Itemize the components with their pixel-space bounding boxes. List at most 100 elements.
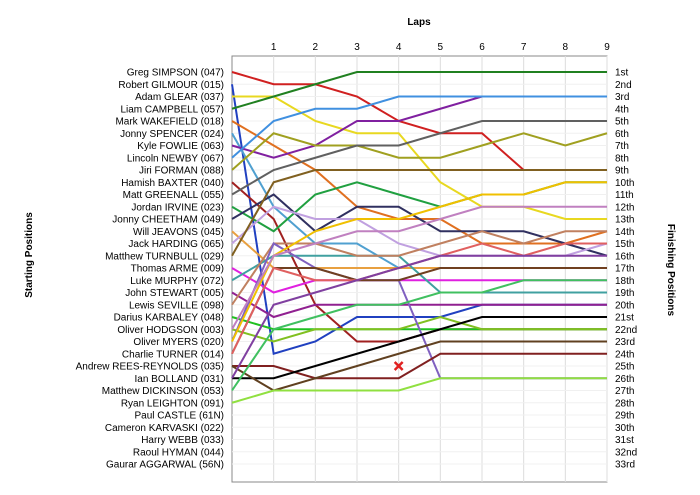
crash-marker-stroke [393, 361, 404, 371]
series-line-19 [231, 291, 607, 319]
starting-position-label: Oliver MYERS (020) [133, 337, 224, 348]
starting-position-label: Charlie TURNER (014) [122, 349, 224, 360]
finishing-position-label: 26th [615, 374, 634, 385]
starting-position-label: John STEWART (005) [125, 288, 224, 299]
starting-position-label: Will JEAVONS (045) [133, 227, 224, 238]
markers [393, 361, 404, 371]
finishing-position-label: 11th [615, 190, 634, 201]
series-line-4 [231, 71, 607, 110]
x-tick-label: 6 [479, 42, 485, 53]
finishing-position-label: 15th [615, 239, 634, 250]
finishing-position-label: 17th [615, 264, 634, 275]
finishing-position-label: 20th [615, 300, 634, 311]
starting-position-label: Luke MURPHY (072) [130, 276, 224, 287]
series-line-29 [231, 181, 607, 342]
finishing-position-label: 30th [615, 423, 634, 434]
x-axis-title: Laps [407, 17, 431, 28]
finishing-position-label: 19th [615, 288, 634, 299]
finishing-position-label: 28th [615, 398, 634, 409]
starting-position-label: Jordan IRVINE (023) [131, 202, 224, 213]
finishing-position-label: 7th [615, 141, 629, 152]
starting-position-label: Jonny CHEETHAM (049) [112, 215, 224, 226]
left-axis-title: Starting Positions [24, 212, 35, 298]
finishing-position-label: 27th [615, 386, 634, 397]
series-lines [231, 71, 608, 404]
starting-position-label: Oliver HODGSON (003) [117, 325, 224, 336]
starting-position-label: Mark WAKEFIELD (018) [115, 117, 224, 128]
starting-position-label: Cameron KARVASKI (022) [105, 423, 224, 434]
x-tick-label: 7 [521, 42, 527, 53]
finishing-position-label: 10th [615, 178, 634, 189]
series-line-11 [231, 120, 607, 196]
starting-position-label: Hamish BAXTER (040) [121, 178, 224, 189]
finishing-position-label: 13th [615, 215, 634, 226]
finishing-position-label: 16th [615, 251, 634, 262]
series-line-8 [231, 95, 607, 159]
finishing-position-label: 31st [615, 435, 634, 446]
starting-position-label: Lincoln NEWBY (067) [127, 153, 224, 164]
starting-position-labels: Greg SIMPSON (047)Robert GILMOUR (015)Ad… [76, 68, 224, 471]
x-tick-label: 5 [438, 42, 444, 53]
series-line-33 [231, 279, 607, 392]
starting-position-label: Matthew DICKINSON (053) [102, 386, 224, 397]
crash-marker [393, 361, 404, 371]
starting-position-label: Darius KARBALEY (048) [114, 313, 224, 324]
series-line-16 [231, 169, 607, 257]
finishing-position-label: 24th [615, 349, 634, 360]
x-tick-label: 3 [354, 42, 360, 53]
starting-position-label: Greg SIMPSON (047) [127, 68, 224, 79]
finishing-position-label: 5th [615, 117, 629, 128]
starting-position-label: Liam CAMPBELL (057) [120, 104, 224, 115]
starting-position-label: Lewis SEVILLE (098) [129, 300, 224, 311]
finishing-position-label: 29th [615, 411, 634, 422]
starting-position-label: Paul CASTLE (61N) [135, 411, 224, 422]
starting-position-label: Jack HARDING (065) [128, 239, 224, 250]
finishing-position-label: 33rd [615, 460, 635, 471]
starting-position-label: Andrew REES-REYNOLDS (035) [76, 362, 224, 373]
starting-position-label: Jiri FORMAN (088) [139, 166, 224, 177]
finishing-position-label: 12th [615, 202, 634, 213]
finishing-position-label: 22nd [615, 325, 637, 336]
finishing-position-label: 18th [615, 276, 634, 287]
starting-position-label: Ryan LEIGHTON (091) [121, 398, 224, 409]
finishing-position-label: 1st [615, 68, 629, 79]
finishing-position-label: 14th [615, 227, 634, 238]
starting-position-label: Matt GREENALL (055) [123, 190, 224, 201]
right-axis-title: Finishing Positions [665, 224, 676, 317]
x-tick-label: 2 [313, 42, 319, 53]
x-tick-label: 1 [271, 42, 277, 53]
series-line-28 [231, 377, 607, 404]
starting-position-label: Thomas ARME (009) [131, 264, 224, 275]
finishing-position-label: 2nd [615, 80, 632, 91]
x-tick-labels: 1 2 3 4 5 6 7 8 9 [271, 42, 610, 53]
finishing-position-label: 25th [615, 362, 634, 373]
finishing-position-label: 4th [615, 104, 629, 115]
starting-position-label: Robert GILMOUR (015) [118, 80, 224, 91]
finishing-position-label: 32nd [615, 447, 637, 458]
finishing-position-label: 23rd [615, 337, 635, 348]
starting-position-label: Gaurar AGGARWAL (56N) [106, 460, 224, 471]
series-line-27 [231, 340, 607, 392]
finishing-position-label: 3rd [615, 92, 629, 103]
x-tick-label: 9 [604, 42, 610, 53]
finishing-position-label: 6th [615, 129, 629, 140]
starting-position-label: Jonny SPENCER (024) [120, 129, 224, 140]
series-line-9 [231, 132, 608, 171]
finishing-position-label: 21st [615, 313, 634, 324]
x-tick-label: 8 [563, 42, 569, 53]
series-line-32 [231, 254, 607, 379]
starting-position-label: Matthew TURNBULL (029) [105, 251, 224, 262]
finishing-position-label: 9th [615, 166, 629, 177]
series-line-26 [232, 316, 607, 380]
starting-position-label: Adam GLEAR (037) [135, 92, 224, 103]
finishing-position-label: 8th [615, 153, 629, 164]
series-line-24 [231, 267, 607, 355]
series-line-30 [231, 205, 607, 330]
starting-position-label: Kyle FOWLIE (063) [137, 141, 224, 152]
x-tick-label: 4 [396, 42, 402, 53]
starting-position-label: Raoul HYMAN (044) [133, 447, 224, 458]
starting-position-label: Harry WEBB (033) [141, 435, 224, 446]
starting-position-label: Ian BOLLAND (031) [135, 374, 225, 385]
